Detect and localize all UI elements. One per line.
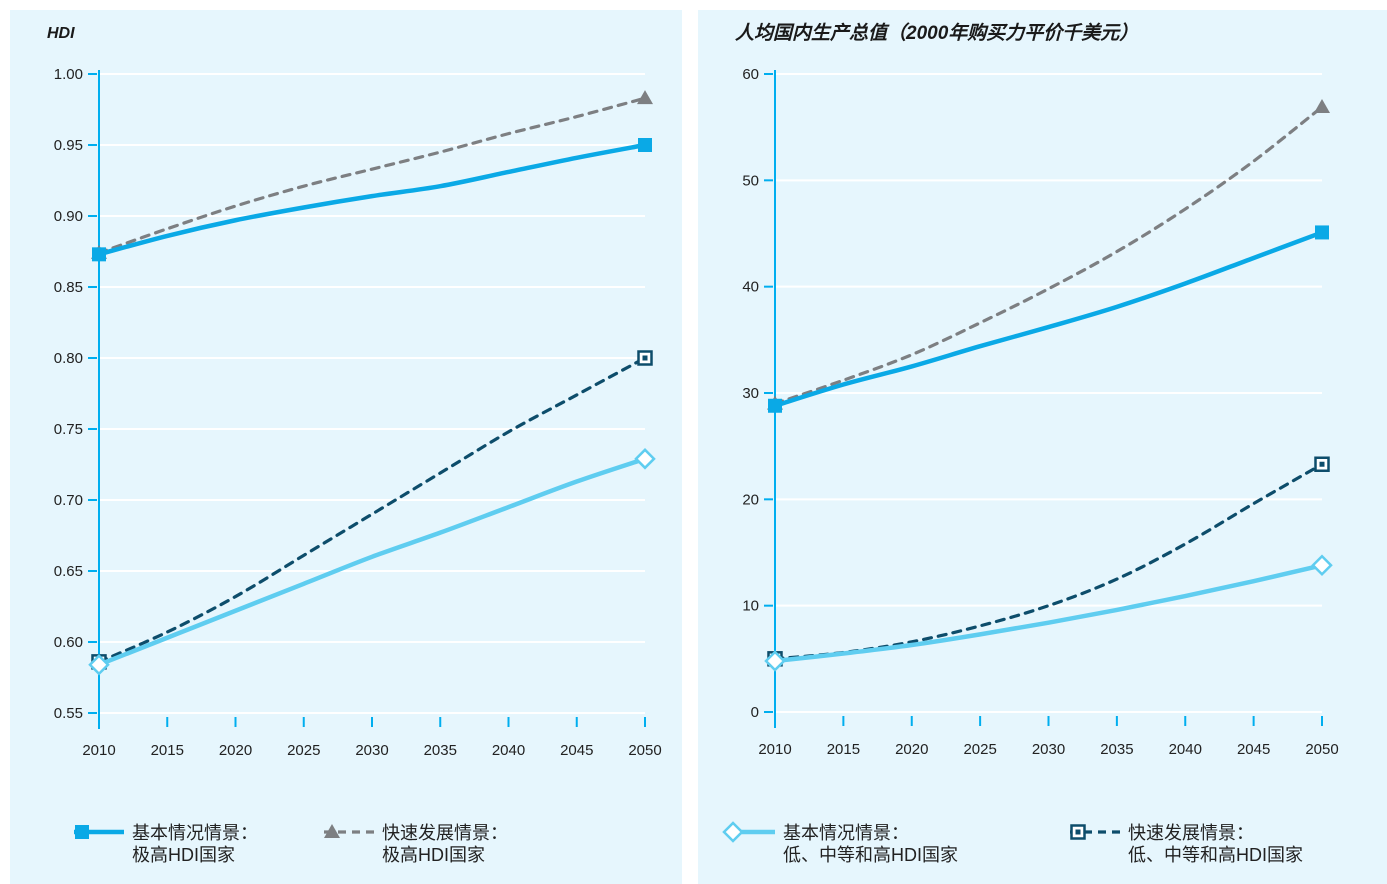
gdp-series-lmh_base	[764, 554, 1333, 672]
gdp-chart: 人均国内生产总值（2000年购买力平价千美元）01020304050602010…	[722, 22, 1339, 865]
hdi-legend-label-line2-vh_fast: 极高HDI国家	[382, 845, 485, 865]
hdi-ytick-label-0: 0.55	[54, 705, 83, 722]
gdp-vh_base-marker-8	[1315, 225, 1329, 240]
gdp-legend-lmh_base-marker-0	[722, 821, 744, 843]
hdi-xtick-label-2: 2020	[219, 742, 252, 759]
hdi-legend-vh_base-marker-0	[75, 825, 89, 839]
gdp-legend-item-lmh_base: 基本情况情景：低、中等和高HDI国家	[722, 821, 958, 865]
hdi-lmh_base-marker-8	[634, 448, 656, 470]
gdp-legend-item-lmh_fast: 快速发展情景：低、中等和高HDI国家	[1070, 823, 1303, 865]
hdi-chart-title: HDI	[47, 25, 75, 42]
gdp-vh_base-marker-0	[768, 398, 782, 413]
hdi-legend-vh_fast-marker-0	[324, 824, 340, 838]
gdp-line-lmh_base	[772, 563, 1325, 664]
gdp-line-vh_fast	[773, 105, 1324, 406]
hdi-vh_base-marker-8	[638, 138, 652, 152]
hdi-ytick-label-5: 0.80	[54, 350, 83, 367]
gdp-ytick-label-6: 60	[742, 66, 759, 83]
gdp-lmh_fast-marker-8-dot	[1319, 461, 1325, 467]
hdi-line-vh_base	[96, 142, 648, 257]
gdp-vh_fast-marker-8	[1314, 98, 1330, 113]
hdi-ytick-label-9: 1.00	[54, 66, 83, 83]
hdi-series-lmh_base	[88, 448, 656, 676]
gdp-xtick-label-3: 2025	[963, 741, 996, 758]
hdi-legend-item-vh_base: 基本情况情景：极高HDI国家	[74, 823, 258, 865]
hdi-line-vh_fast	[97, 96, 647, 255]
hdi-lmh_fast-marker-8-dot	[642, 355, 648, 361]
hdi-xtick-label-6: 2040	[492, 742, 525, 759]
hdi-xtick-label-3: 2025	[287, 742, 320, 759]
hdi-ytick-label-2: 0.65	[54, 563, 83, 580]
gdp-xtick-label-4: 2030	[1032, 741, 1065, 758]
gdp-ytick-label-5: 50	[742, 172, 759, 189]
hdi-ytick-label-1: 0.60	[54, 634, 83, 651]
gdp-ytick-label-0: 0	[751, 704, 759, 721]
hdi-xtick-label-7: 2045	[560, 742, 593, 759]
hdi-legend-label-line2-vh_base: 极高HDI国家	[132, 845, 235, 865]
hdi-ytick-label-6: 0.85	[54, 279, 83, 296]
hdi-xtick-label-4: 2030	[355, 742, 388, 759]
gdp-xtick-label-2: 2020	[895, 741, 928, 758]
gdp-line-lmh_fast	[773, 462, 1324, 661]
hdi-lmh_base-marker-0	[88, 653, 110, 676]
gdp-series-vh_base	[768, 225, 1329, 413]
hdi-legend-item-vh_fast: 快速发展情景：极高HDI国家	[324, 823, 508, 865]
hdi-xtick-label-8: 2050	[628, 742, 661, 759]
gdp-series-vh_fast	[767, 98, 1330, 410]
gdp-series-lmh_fast	[767, 456, 1330, 667]
gdp-chart-panel: 人均国内生产总值（2000年购买力平价千美元） 0 10 20 30 40 50 60 2010…	[698, 10, 1387, 884]
gdp-legend-label-line1-lmh_base: 基本情况情景：	[783, 823, 909, 843]
gdp-ytick-label-3: 30	[742, 385, 759, 402]
gdp-legend-label-line2-lmh_base: 低、中等和高HDI国家	[783, 845, 958, 865]
hdi-line-lmh_fast	[97, 356, 647, 664]
gdp-ytick-label-4: 40	[742, 279, 759, 296]
gdp-ytick-label-2: 20	[742, 491, 759, 508]
gdp-legend-lmh_fast-marker-0-dot	[1075, 829, 1081, 835]
gdp-xtick-label-6: 2040	[1169, 741, 1202, 758]
hdi-series-vh_base	[92, 138, 652, 262]
hdi-xtick-label-0: 2010	[82, 742, 115, 759]
gdp-legend-label-line1-lmh_fast: 快速发展情景：	[1128, 823, 1254, 843]
gdp-lmh_base-marker-0	[764, 650, 786, 672]
hdi-line-lmh_base	[96, 456, 648, 667]
gdp-ytick-label-1: 10	[742, 598, 759, 615]
gdp-xtick-label-8: 2050	[1305, 741, 1338, 758]
gdp-legend-label-line2-lmh_fast: 低、中等和高HDI国家	[1128, 845, 1303, 865]
hdi-ytick-label-7: 0.90	[54, 208, 83, 225]
hdi-chart-panel: HDI 0.55 0.60 0.65 0.70 0.75 0.80 0.85 0.90 0.95 1…	[10, 10, 682, 884]
gdp-xtick-label-1: 2015	[827, 741, 860, 758]
hdi-vh_fast-marker-8	[637, 90, 653, 105]
gdp-xtick-label-0: 2010	[758, 741, 791, 758]
hdi-legend-label-line1-vh_base: 基本情况情景：	[132, 823, 258, 843]
hdi-ytick-label-4: 0.75	[54, 421, 83, 438]
hdi-xtick-label-5: 2035	[424, 742, 457, 759]
hdi-legend-label-line1-vh_fast: 快速发展情景：	[382, 823, 508, 843]
hdi-vh_base-marker-0	[92, 247, 106, 262]
hdi-ytick-label-3: 0.70	[54, 492, 83, 509]
hdi-xtick-label-1: 2015	[151, 742, 184, 759]
gdp-xtick-label-5: 2035	[1100, 741, 1133, 758]
gdp-xtick-label-7: 2045	[1237, 741, 1270, 758]
gdp-line-vh_base	[772, 230, 1325, 409]
hdi-ytick-label-8: 0.95	[54, 137, 83, 154]
hdi-chart: HDI 0.55 0.60 0.65 0.70 0.75 0.80 0.85 0.90 0.95 1…	[47, 25, 662, 865]
gdp-chart-title: 人均国内生产总值（2000年购买力平价千美元）	[735, 22, 1138, 44]
gdp-lmh_base-marker-8	[1311, 554, 1333, 577]
hdi-series-lmh_fast	[91, 350, 653, 670]
